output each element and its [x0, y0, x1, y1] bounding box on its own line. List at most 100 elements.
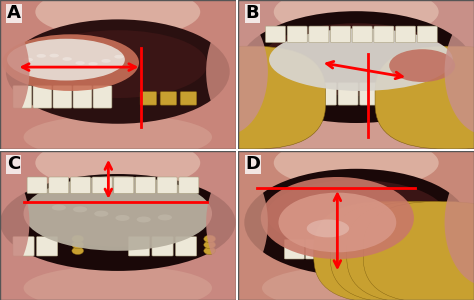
Ellipse shape	[0, 8, 29, 135]
Ellipse shape	[244, 169, 468, 276]
Ellipse shape	[24, 176, 212, 251]
Ellipse shape	[261, 177, 414, 259]
Ellipse shape	[158, 214, 172, 220]
FancyBboxPatch shape	[175, 237, 197, 256]
FancyBboxPatch shape	[152, 237, 173, 256]
Text: A: A	[7, 4, 21, 22]
Ellipse shape	[24, 58, 33, 61]
FancyBboxPatch shape	[33, 86, 52, 108]
Ellipse shape	[75, 61, 85, 65]
Ellipse shape	[185, 159, 268, 286]
FancyBboxPatch shape	[347, 202, 474, 300]
Ellipse shape	[445, 159, 474, 286]
Ellipse shape	[114, 55, 124, 58]
FancyBboxPatch shape	[173, 46, 326, 149]
FancyBboxPatch shape	[306, 240, 326, 259]
FancyBboxPatch shape	[265, 26, 285, 43]
FancyBboxPatch shape	[128, 237, 150, 256]
FancyBboxPatch shape	[114, 177, 134, 194]
FancyBboxPatch shape	[395, 26, 416, 43]
Ellipse shape	[6, 20, 230, 124]
Ellipse shape	[63, 57, 72, 61]
FancyBboxPatch shape	[27, 177, 47, 194]
FancyBboxPatch shape	[160, 92, 177, 105]
Ellipse shape	[52, 205, 66, 211]
Ellipse shape	[274, 137, 438, 189]
FancyBboxPatch shape	[92, 177, 112, 194]
Ellipse shape	[24, 266, 212, 300]
FancyBboxPatch shape	[317, 83, 337, 105]
Ellipse shape	[94, 211, 109, 217]
FancyBboxPatch shape	[363, 202, 474, 300]
Ellipse shape	[73, 206, 87, 212]
Ellipse shape	[185, 8, 268, 135]
FancyBboxPatch shape	[287, 26, 307, 43]
Ellipse shape	[262, 266, 450, 300]
Circle shape	[72, 241, 83, 249]
Circle shape	[204, 241, 216, 249]
FancyBboxPatch shape	[136, 177, 155, 194]
FancyBboxPatch shape	[13, 86, 32, 108]
FancyBboxPatch shape	[179, 177, 199, 194]
Ellipse shape	[278, 193, 396, 252]
FancyBboxPatch shape	[157, 177, 177, 194]
Circle shape	[204, 247, 216, 254]
Ellipse shape	[7, 39, 125, 80]
Text: C: C	[7, 155, 20, 173]
FancyBboxPatch shape	[375, 46, 474, 149]
FancyBboxPatch shape	[352, 26, 372, 43]
Ellipse shape	[0, 174, 236, 271]
FancyBboxPatch shape	[327, 240, 347, 259]
Ellipse shape	[238, 11, 474, 123]
Ellipse shape	[269, 28, 453, 91]
FancyBboxPatch shape	[330, 26, 351, 43]
FancyBboxPatch shape	[13, 237, 34, 256]
FancyBboxPatch shape	[295, 83, 315, 105]
Text: D: D	[246, 155, 261, 173]
FancyBboxPatch shape	[338, 83, 358, 105]
Ellipse shape	[206, 159, 289, 286]
Ellipse shape	[307, 220, 349, 237]
FancyBboxPatch shape	[330, 202, 474, 300]
FancyBboxPatch shape	[53, 86, 72, 108]
Ellipse shape	[137, 217, 151, 223]
FancyBboxPatch shape	[348, 240, 368, 259]
Ellipse shape	[36, 54, 46, 58]
Ellipse shape	[0, 159, 29, 286]
Ellipse shape	[49, 54, 59, 57]
FancyBboxPatch shape	[403, 83, 423, 105]
Ellipse shape	[36, 0, 200, 38]
Ellipse shape	[36, 137, 200, 189]
Ellipse shape	[24, 184, 212, 247]
Ellipse shape	[206, 8, 289, 135]
FancyBboxPatch shape	[71, 177, 91, 194]
FancyBboxPatch shape	[374, 26, 394, 43]
FancyBboxPatch shape	[140, 92, 157, 105]
FancyBboxPatch shape	[180, 92, 197, 105]
Ellipse shape	[88, 62, 98, 66]
Circle shape	[72, 235, 83, 243]
FancyBboxPatch shape	[314, 202, 468, 300]
FancyBboxPatch shape	[309, 26, 329, 43]
FancyBboxPatch shape	[73, 86, 92, 108]
FancyBboxPatch shape	[273, 83, 293, 105]
FancyBboxPatch shape	[93, 86, 112, 108]
Ellipse shape	[389, 49, 455, 82]
Ellipse shape	[445, 8, 474, 135]
FancyBboxPatch shape	[49, 177, 69, 194]
FancyBboxPatch shape	[417, 26, 437, 43]
Ellipse shape	[116, 215, 129, 221]
FancyBboxPatch shape	[36, 237, 58, 256]
Ellipse shape	[274, 0, 438, 38]
Circle shape	[72, 247, 83, 254]
FancyBboxPatch shape	[425, 83, 445, 105]
FancyBboxPatch shape	[382, 83, 401, 105]
Ellipse shape	[262, 23, 450, 96]
Ellipse shape	[267, 180, 446, 250]
Ellipse shape	[2, 34, 139, 91]
FancyBboxPatch shape	[360, 83, 380, 105]
Text: B: B	[246, 4, 259, 22]
Ellipse shape	[262, 115, 450, 160]
Ellipse shape	[28, 30, 207, 98]
FancyBboxPatch shape	[251, 83, 272, 105]
